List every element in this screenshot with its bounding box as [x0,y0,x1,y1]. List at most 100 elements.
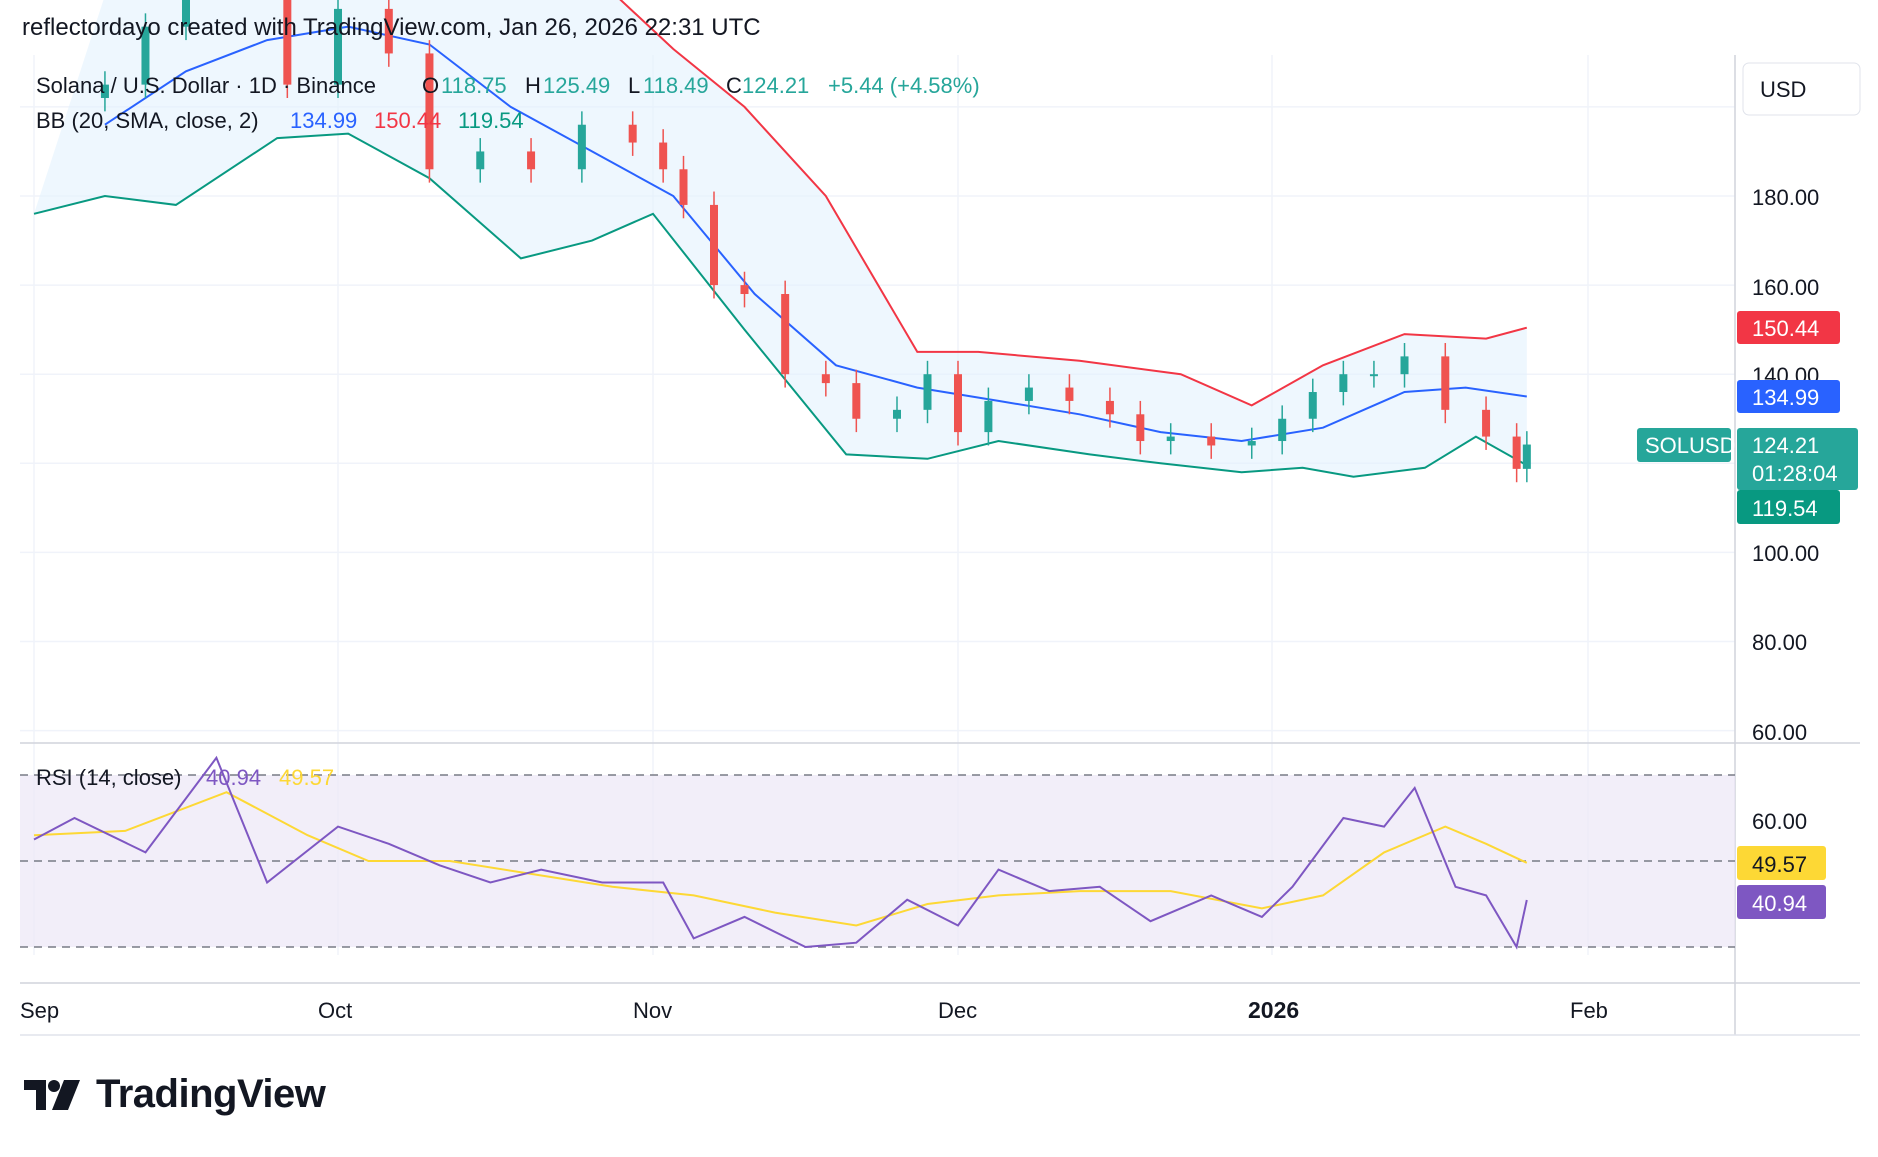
currency-label: USD [1760,77,1806,102]
candle-body [1207,436,1216,446]
candle-body [1369,374,1378,377]
last-price-badge [1737,428,1858,490]
candle-body [679,169,688,205]
legend-low-label: L [628,73,640,98]
candle-body [821,374,830,384]
candle-body [476,151,485,170]
candle-body [283,0,292,85]
symbol-tag-text: SOLUSD [1645,433,1735,458]
price-tick: 160.00 [1752,275,1819,300]
candle-body [1522,444,1531,469]
tradingview-logo[interactable]: TradingView [24,1072,326,1117]
price-tick: 180.00 [1752,185,1819,210]
bb-basis-badge [1737,380,1840,413]
legend-rsi-ma: 49.57 [279,765,334,790]
candle-body [141,26,150,85]
legend-bb-upper: 150.44 [374,108,441,133]
tradingview-logo-icon [24,1079,80,1110]
candle-body [1308,392,1317,419]
time-label-2026: 2026 [1248,997,1299,1023]
candle-body [659,142,668,170]
bb-lower-line [33,132,1528,478]
candle-body [1065,387,1074,401]
candle-body [334,8,342,85]
candle-body [954,374,962,433]
bb-upper-line [619,0,1528,407]
legend-high-value: 125.49 [543,73,610,98]
bb-upper-badge [1737,311,1840,344]
candle-body [577,124,586,170]
candle-body [1512,436,1521,469]
time-label-nov: Nov [633,998,672,1023]
candle-body [527,151,536,170]
candle-body [1278,418,1287,442]
time-label-sep: Sep [20,998,59,1023]
candle-body [1136,414,1145,442]
legend-rsi-label: RSI (14, close) [36,765,182,790]
legend-bb-label: BB (20, SMA, close, 2) [36,108,259,133]
candle-body [923,374,932,410]
rsi-line [33,755,1528,950]
currency-box[interactable] [1742,62,1861,116]
rsi-badge [1737,885,1826,919]
bb-basis-line [104,25,1527,443]
bb-upper-badge-text: 150.44 [1752,316,1819,341]
time-label-feb: Feb [1570,998,1608,1023]
rsi-tick: 60.00 [1752,809,1807,834]
time-label-oct: Oct [318,998,352,1023]
legend-bb-basis: 134.99 [290,108,357,133]
bollinger-band-fill [34,0,1527,477]
candlestick-series[interactable] [100,0,1531,483]
legend-rsi-value: 40.94 [206,765,261,790]
candle-body [425,53,434,170]
rsi-ma-line [33,791,1528,927]
candle-body [1400,356,1409,375]
candle-body [1339,374,1348,393]
bb-lower-badge-text: 119.54 [1752,496,1818,521]
chart-credit: reflectordayo created with TradingView.c… [22,14,761,41]
bb-lower-badge [1737,490,1840,524]
bb-basis-badge-text: 134.99 [1752,385,1819,410]
candle-body [384,8,393,54]
legend-open-label: O [422,73,439,98]
candle-body [740,285,749,295]
rsi-ma-badge [1737,846,1826,880]
legend-low-value: 118.49 [643,73,709,98]
legend-high-label: H [525,73,541,98]
last-price-text: 124.21 [1752,433,1819,458]
candle-body [710,204,718,286]
candle-body [1441,356,1450,410]
legend-change: +5.44 (+4.58%) [828,73,980,98]
candle-body [1482,409,1491,437]
price-tick: 80.00 [1752,630,1807,655]
rsi-ma-badge-text: 49.57 [1752,852,1807,877]
bb-fill-area [34,0,1527,477]
legend-close-label: C [726,73,742,98]
candle-body [628,124,637,143]
candle-body [781,294,790,375]
price-tick: 100.00 [1752,541,1819,566]
legend-open-value: 118.75 [441,73,507,98]
symbol-tag[interactable] [1637,428,1731,462]
legend-bb-lower: 119.54 [458,108,524,133]
candle-body [852,383,861,419]
candle-body [182,0,190,27]
candle-body [984,400,993,433]
price-tick: 60.00 [1752,720,1807,745]
candle-body [1105,400,1114,415]
time-label-dec: Dec [938,998,977,1023]
legend-close-value: 124.21 [742,73,809,98]
rsi-badge-text: 40.94 [1752,891,1807,916]
candle-body [1024,387,1033,401]
bollinger-band-lines [33,0,1528,478]
tradingview-wordmark: TradingView [96,1072,326,1116]
candle-body [100,84,109,98]
candle-body [1247,441,1256,446]
rsi-panel[interactable] [20,755,1735,950]
grid-lines [20,55,1860,1036]
legend-symbol: Solana / U.S. Dollar · 1D · Binance [36,73,376,98]
countdown-text: 01:28:04 [1752,461,1838,486]
candle-body [893,409,901,419]
